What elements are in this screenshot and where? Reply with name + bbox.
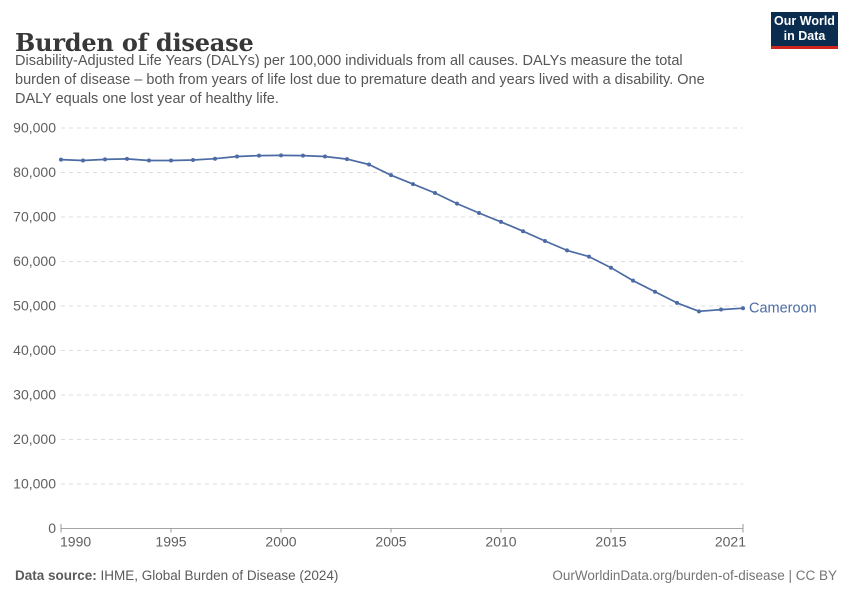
x-axis-label: 1990 <box>60 534 91 550</box>
x-axis-label: 2005 <box>375 534 406 550</box>
data-point-marker[interactable] <box>323 154 327 159</box>
x-axis-label: 2015 <box>595 534 626 550</box>
series-line-cameroon[interactable] <box>60 154 744 313</box>
data-point-marker[interactable] <box>367 162 371 167</box>
logo-line-1: Our World <box>774 14 835 28</box>
logo-line-2: in Data <box>783 29 826 43</box>
data-point-marker[interactable] <box>103 157 107 162</box>
data-point-marker[interactable] <box>257 153 261 158</box>
data-source-label: Data source: <box>15 568 97 583</box>
data-point-marker[interactable] <box>455 201 459 206</box>
data-point-marker[interactable] <box>345 157 349 162</box>
y-axis-label: 70,000 <box>13 209 56 225</box>
data-point-marker[interactable] <box>81 158 85 163</box>
data-point-marker[interactable] <box>653 289 657 294</box>
y-axis-label: 90,000 <box>13 120 56 136</box>
y-axis-label: 50,000 <box>13 298 56 314</box>
data-point-marker[interactable] <box>675 300 679 305</box>
data-point-marker[interactable] <box>587 254 591 259</box>
chart-subtitle: Disability-Adjusted Life Years (DALYs) p… <box>15 52 755 109</box>
data-point-marker[interactable] <box>169 158 173 163</box>
data-point-marker[interactable] <box>631 278 635 283</box>
owid-url-license[interactable]: OurWorldinData.org/burden-of-disease | C… <box>552 568 837 583</box>
data-source-text: IHME, Global Burden of Disease (2024) <box>96 568 339 583</box>
subtitle-line: Disability-Adjusted Life Years (DALYs) p… <box>15 53 683 69</box>
data-point-marker[interactable] <box>719 307 723 312</box>
x-axis-label: 2010 <box>485 534 516 550</box>
data-point-marker[interactable] <box>433 190 437 195</box>
data-point-marker[interactable] <box>499 219 503 224</box>
data-point-marker[interactable] <box>697 309 701 314</box>
chart-footer: Data source: IHME, Global Burden of Dise… <box>15 568 837 583</box>
y-axis-label: 60,000 <box>13 253 56 269</box>
x-axis-label: 2000 <box>265 534 296 550</box>
y-axis-label: 20,000 <box>13 431 56 447</box>
y-axis-label: 0 <box>48 520 56 536</box>
data-point-marker[interactable] <box>411 182 415 187</box>
data-point-marker[interactable] <box>191 158 195 163</box>
page-title: Burden of disease <box>15 28 254 58</box>
y-axis-label: 80,000 <box>13 164 56 180</box>
data-point-marker[interactable] <box>521 229 525 234</box>
x-axis-label: 2021 <box>715 534 746 550</box>
data-point-marker[interactable] <box>609 265 613 270</box>
y-axis-label: 40,000 <box>13 342 56 358</box>
data-point-marker[interactable] <box>279 153 283 158</box>
data-point-marker[interactable] <box>741 306 745 311</box>
data-point-marker[interactable] <box>125 156 129 161</box>
data-point-marker[interactable] <box>389 173 393 178</box>
data-point-marker[interactable] <box>565 248 569 253</box>
subtitle-line: burden of disease – both from years of l… <box>15 72 705 88</box>
y-axis-label: 30,000 <box>13 387 56 403</box>
data-point-marker[interactable] <box>543 239 547 244</box>
data-point-marker[interactable] <box>59 157 63 162</box>
data-point-marker[interactable] <box>147 158 151 163</box>
x-axis-label: 1995 <box>155 534 186 550</box>
data-source-note: Data source: IHME, Global Burden of Dise… <box>15 568 338 583</box>
subtitle-line: DALY equals one lost year of healthy lif… <box>15 91 279 107</box>
data-point-marker[interactable] <box>235 154 239 159</box>
y-axis-label: 10,000 <box>13 476 56 492</box>
data-point-marker[interactable] <box>477 210 481 215</box>
data-point-marker[interactable] <box>301 153 305 158</box>
owid-logo[interactable]: Our World in Data <box>771 12 838 49</box>
entity-label[interactable]: Cameroon <box>749 301 817 317</box>
data-point-marker[interactable] <box>213 156 217 161</box>
